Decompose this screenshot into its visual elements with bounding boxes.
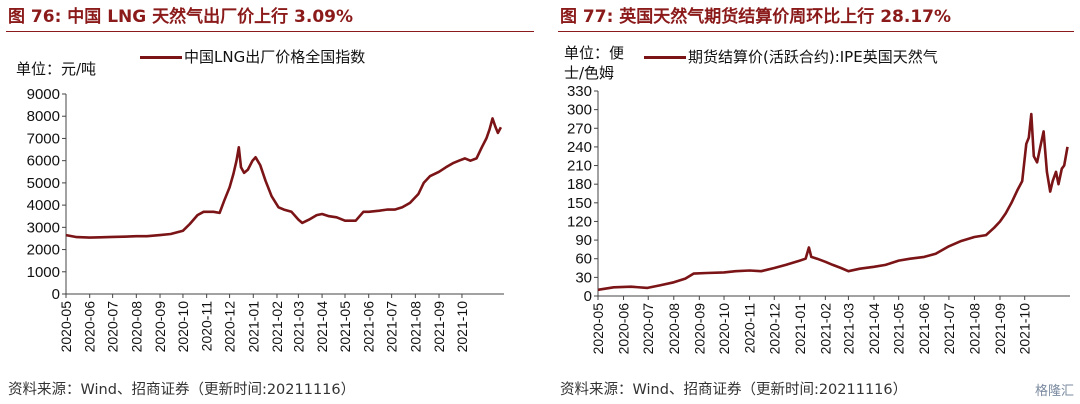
y-tick-label: 90 bbox=[575, 232, 592, 249]
x-tick-label: 2021-07 bbox=[384, 301, 400, 353]
x-tick-label: 2021-10 bbox=[1017, 303, 1033, 355]
y-tick-label: 120 bbox=[567, 213, 592, 230]
x-tick-label: 2021-05 bbox=[337, 301, 353, 353]
y-tick-label: 7000 bbox=[27, 130, 60, 147]
y-tick-label: 180 bbox=[567, 176, 592, 193]
y-tick-label: 6000 bbox=[27, 153, 60, 170]
x-tick-label: 2021-01 bbox=[792, 303, 808, 355]
x-tick-label: 2021-02 bbox=[269, 301, 285, 353]
x-tick-label: 2021-03 bbox=[290, 301, 306, 353]
y-tick-label: 2000 bbox=[27, 242, 60, 259]
y-tick-label: 150 bbox=[567, 195, 592, 212]
x-tick-label: 2020-11 bbox=[742, 303, 758, 354]
y-tick-label: 9000 bbox=[27, 86, 60, 103]
y-tick-label: 3000 bbox=[27, 219, 60, 236]
x-tick-label: 2021-06 bbox=[361, 301, 377, 353]
x-tick-label: 2020-08 bbox=[128, 301, 144, 353]
x-tick-label: 2021-08 bbox=[966, 303, 982, 355]
x-tick-label: 2020-11 bbox=[199, 301, 215, 352]
x-tick-label: 2020-09 bbox=[691, 303, 707, 355]
x-tick-label: 2021-09 bbox=[992, 303, 1008, 355]
legend-label: 期货结算价(活跃合约):IPE英国天然气 bbox=[688, 48, 938, 66]
x-tick-label: 2021-01 bbox=[245, 301, 261, 353]
y-tick-label: 4000 bbox=[27, 197, 60, 214]
x-tick-label: 2020-10 bbox=[175, 301, 191, 353]
x-tick-label: 2021-03 bbox=[840, 303, 856, 355]
watermark-logo: 格隆汇 bbox=[1034, 384, 1074, 399]
source-note: 资料来源：Wind、招商证券（更新时间:20211116） bbox=[8, 382, 356, 398]
figure-title: 图 77: 英国天然气期货结算价周环比上行 28.17% bbox=[560, 7, 952, 27]
legend-label: 中国LNG出厂价格全国指数 bbox=[184, 48, 366, 66]
x-tick-label: 2020-09 bbox=[152, 301, 168, 353]
legend: 中国LNG出厂价格全国指数 bbox=[140, 46, 365, 67]
y-tick-label: 60 bbox=[575, 251, 592, 268]
x-tick-label: 2021-04 bbox=[314, 301, 330, 353]
x-tick-label: 2021-09 bbox=[431, 301, 447, 353]
y-tick-label: 240 bbox=[567, 139, 592, 156]
x-tick-label: 2020-08 bbox=[666, 303, 682, 355]
figure-title: 图 76: 中国 LNG 天然气出厂价上行 3.09% bbox=[8, 7, 354, 27]
legend-swatch bbox=[140, 56, 182, 59]
legend: 期货结算价(活跃合约):IPE英国天然气 bbox=[644, 46, 938, 67]
y-tick-label: 5000 bbox=[27, 175, 60, 192]
x-tick-label: 2021-08 bbox=[407, 301, 423, 353]
y-tick-label: 8000 bbox=[27, 108, 60, 125]
chart-panel-lng: 图 76: 中国 LNG 天然气出厂价上行 3.09% 单位：元/吨 中国LNG… bbox=[6, 7, 534, 398]
x-tick-label: 2021-02 bbox=[817, 303, 833, 355]
x-tick-label: 2020-06 bbox=[616, 303, 632, 355]
x-tick-label: 2020-05 bbox=[590, 303, 606, 355]
x-tick-label: 2021-05 bbox=[891, 303, 907, 355]
x-tick-label: 2021-10 bbox=[454, 301, 470, 353]
legend-swatch bbox=[644, 56, 686, 59]
title-divider bbox=[6, 31, 534, 32]
x-tick-label: 2020-10 bbox=[716, 303, 732, 355]
series-line bbox=[597, 112, 1069, 292]
y-tick-label: 1000 bbox=[27, 264, 60, 281]
x-tick-label: 2021-07 bbox=[941, 303, 957, 355]
chart-panel-uk-gas: 图 77: 英国天然气期货结算价周环比上行 28.17% 单位：便 士/色姆 期… bbox=[552, 0, 1080, 404]
x-tick-label: 2020-06 bbox=[82, 301, 98, 353]
unit-label-line-2: 士/色姆 bbox=[564, 64, 615, 82]
x-tick-label: 2020-12 bbox=[766, 303, 782, 355]
y-tick-label: 270 bbox=[567, 120, 592, 137]
unit-label: 单位：元/吨 bbox=[16, 60, 97, 78]
unit-label-line-1: 单位：便 bbox=[564, 44, 625, 62]
y-tick-label: 210 bbox=[567, 158, 592, 175]
x-tick-label: 2020-05 bbox=[58, 301, 74, 353]
source-note: 资料来源：Wind、招商证券（更新时间:20211116） bbox=[560, 382, 908, 398]
y-tick-label: 0 bbox=[584, 288, 592, 305]
title-divider bbox=[558, 31, 1074, 32]
x-tick-label: 2021-04 bbox=[866, 303, 882, 355]
x-tick-label: 2020-07 bbox=[105, 301, 121, 353]
series-line bbox=[65, 117, 503, 239]
x-tick-label: 2020-07 bbox=[640, 303, 656, 355]
y-tick-label: 330 bbox=[567, 83, 592, 100]
y-tick-label: 0 bbox=[52, 286, 60, 303]
line-chart-lng: 0 1000 2000 3000 4000 5000 6000 7000 8000 9000 202… bbox=[27, 86, 504, 353]
y-tick-label: 300 bbox=[567, 102, 592, 119]
y-tick-label: 30 bbox=[575, 269, 592, 286]
x-tick-label: 2021-06 bbox=[916, 303, 932, 355]
x-tick-label: 2020-12 bbox=[222, 301, 238, 353]
